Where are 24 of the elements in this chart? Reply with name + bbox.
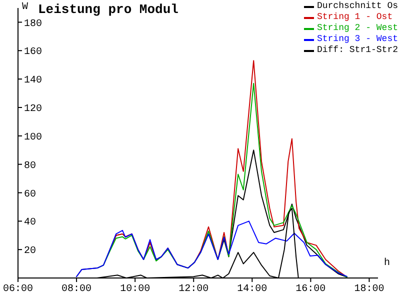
x-tick-label: 14:00 [237, 284, 268, 296]
x-tick-label: 06:00 [2, 284, 34, 296]
x-tick-label: 10:00 [120, 284, 150, 296]
y-tick-label: 40 [24, 218, 36, 229]
legend-label: Durchschnitt Os [316, 1, 398, 12]
y-tick-label: 160 [24, 47, 42, 58]
x-axis-title: h [384, 258, 390, 269]
legend-label: String 3 - West [316, 34, 398, 45]
y-axis-title: W [22, 2, 28, 13]
y-tick-label: 100 [24, 132, 42, 144]
legend-label: Diff: Str1-Str2 [316, 45, 398, 56]
legend-label: String 2 - West [316, 23, 398, 34]
x-tick-label: 16:00 [296, 284, 326, 296]
y-tick-label: 120 [24, 104, 42, 116]
y-tick-label: 80 [24, 160, 36, 172]
x-tick-label: 18:00 [354, 284, 384, 296]
y-tick-label: 60 [24, 189, 36, 200]
x-tick-label: 12:00 [178, 284, 209, 296]
chart-title: Leistung pro Modul [38, 2, 178, 17]
y-tick-label: 20 [24, 246, 36, 258]
x-tick-label: 08:00 [62, 284, 92, 296]
y-tick-label: 140 [24, 76, 42, 87]
y-tick-label: 180 [24, 18, 42, 30]
legend-label: String 1 - Ost [316, 12, 393, 23]
